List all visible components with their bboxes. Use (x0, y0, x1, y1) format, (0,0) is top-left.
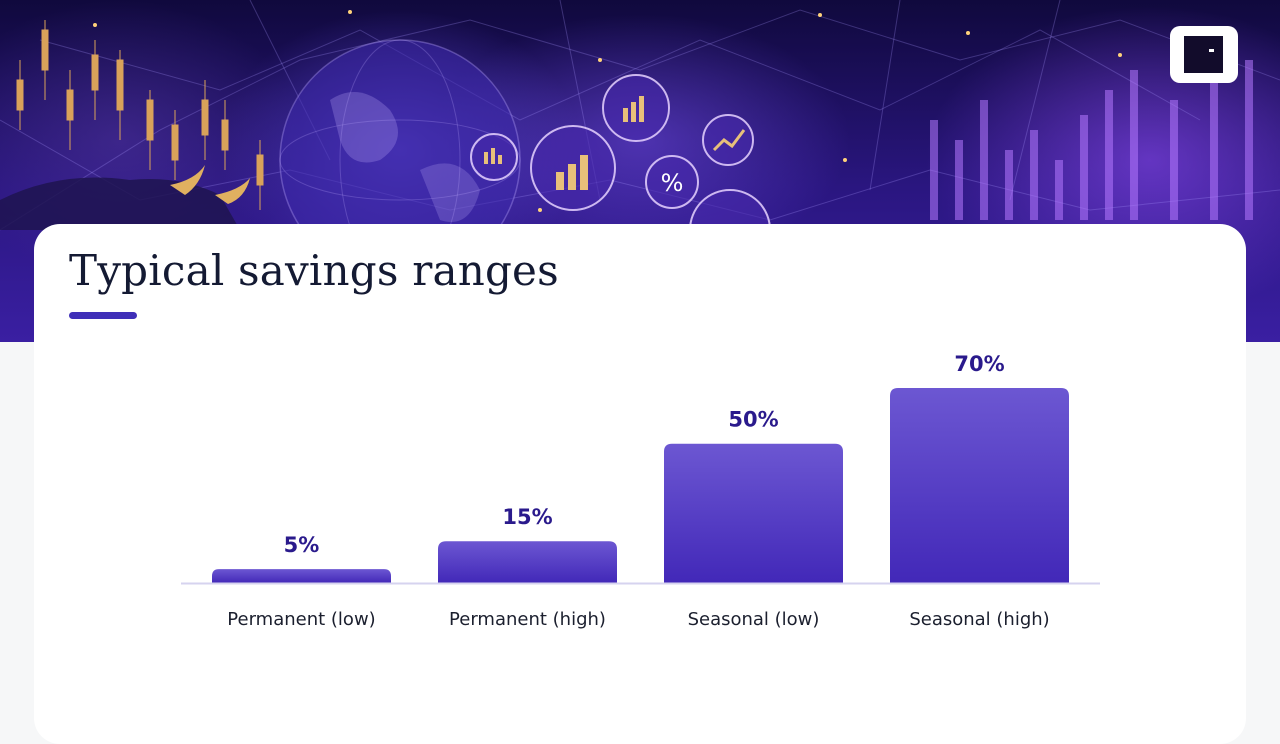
hero-illustration: % (0, 0, 1280, 281)
logo-mark (1184, 36, 1223, 73)
globe-icon (279, 39, 521, 281)
bull-icon (0, 165, 250, 230)
trend-up-icon (702, 114, 754, 166)
bar-value-label: 70% (954, 352, 1004, 376)
bar-value-label: 15% (502, 505, 552, 529)
bar-value-label: 5% (284, 533, 320, 557)
category-label: Permanent (low) (227, 609, 375, 630)
bar-3 (890, 388, 1069, 583)
category-label: Seasonal (high) (909, 609, 1049, 630)
percent-icon (645, 155, 699, 209)
bar-2 (664, 443, 843, 583)
category-label: Seasonal (low) (688, 609, 820, 630)
page-title: Typical savings ranges (69, 246, 559, 295)
bar-1 (438, 541, 617, 583)
bar-0 (212, 569, 391, 583)
candlestick-icon (16, 20, 264, 210)
svg-text:%: % (661, 169, 684, 197)
brand-logo (1170, 26, 1238, 83)
title-underline (69, 312, 137, 319)
category-label: Permanent (high) (449, 609, 606, 630)
bar-chart: 5% Permanent (low) 15% Permanent (high) 50% S… (181, 352, 1100, 630)
bar-value-label: 50% (728, 408, 778, 432)
